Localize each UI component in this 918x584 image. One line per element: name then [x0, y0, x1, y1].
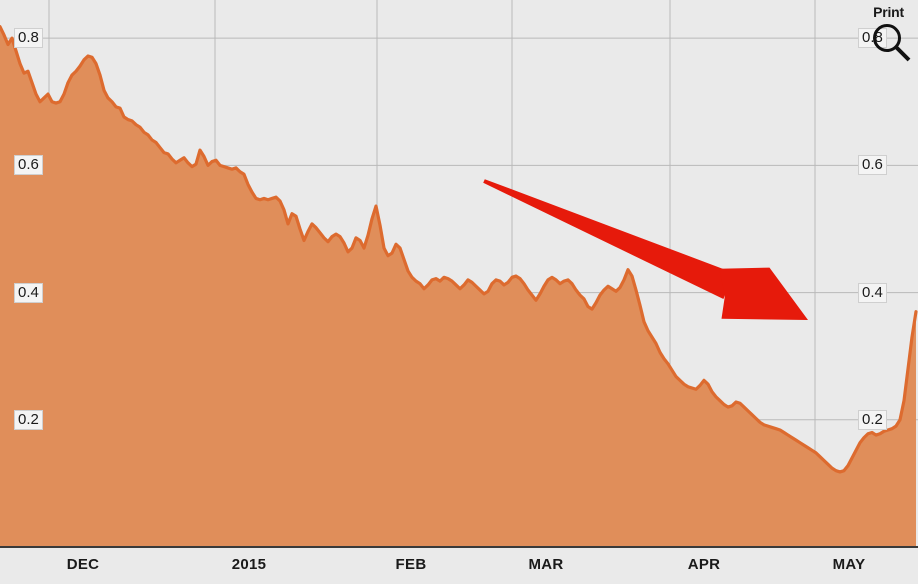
- y-tick-left-0.6: 0.6: [14, 155, 43, 176]
- chart-plot-area: [0, 0, 918, 547]
- y-tick-left-0.2: 0.2: [14, 409, 43, 430]
- x-tick-mar: MAR: [528, 556, 564, 573]
- y-tick-right-0.4: 0.4: [858, 282, 887, 303]
- magnifier-icon[interactable]: [870, 21, 912, 63]
- x-tick-may: MAY: [832, 556, 866, 573]
- print-control[interactable]: Print: [840, 4, 912, 66]
- y-tick-right-0.2: 0.2: [858, 409, 887, 430]
- x-axis-tick-labels: DEC 2015 FEB MAR APR MAY: [0, 556, 918, 584]
- x-tick-dec: DEC: [66, 556, 100, 573]
- x-axis-line: [0, 546, 918, 548]
- x-tick-apr: APR: [687, 556, 721, 573]
- print-label: Print: [873, 4, 904, 20]
- y-tick-left-0.4: 0.4: [14, 282, 43, 303]
- x-tick-2015: 2015: [231, 556, 267, 573]
- price-line: [0, 25, 918, 474]
- downward-trend-arrow-icon: [483, 179, 808, 320]
- price-area-fill: [0, 26, 916, 547]
- chart-canvas: [0, 0, 918, 547]
- y-tick-right-0.6: 0.6: [858, 155, 887, 176]
- x-tick-feb: FEB: [395, 556, 427, 573]
- y-tick-left-0.8: 0.8: [14, 28, 43, 49]
- y-tick-right-0.8: 0.8: [858, 28, 887, 49]
